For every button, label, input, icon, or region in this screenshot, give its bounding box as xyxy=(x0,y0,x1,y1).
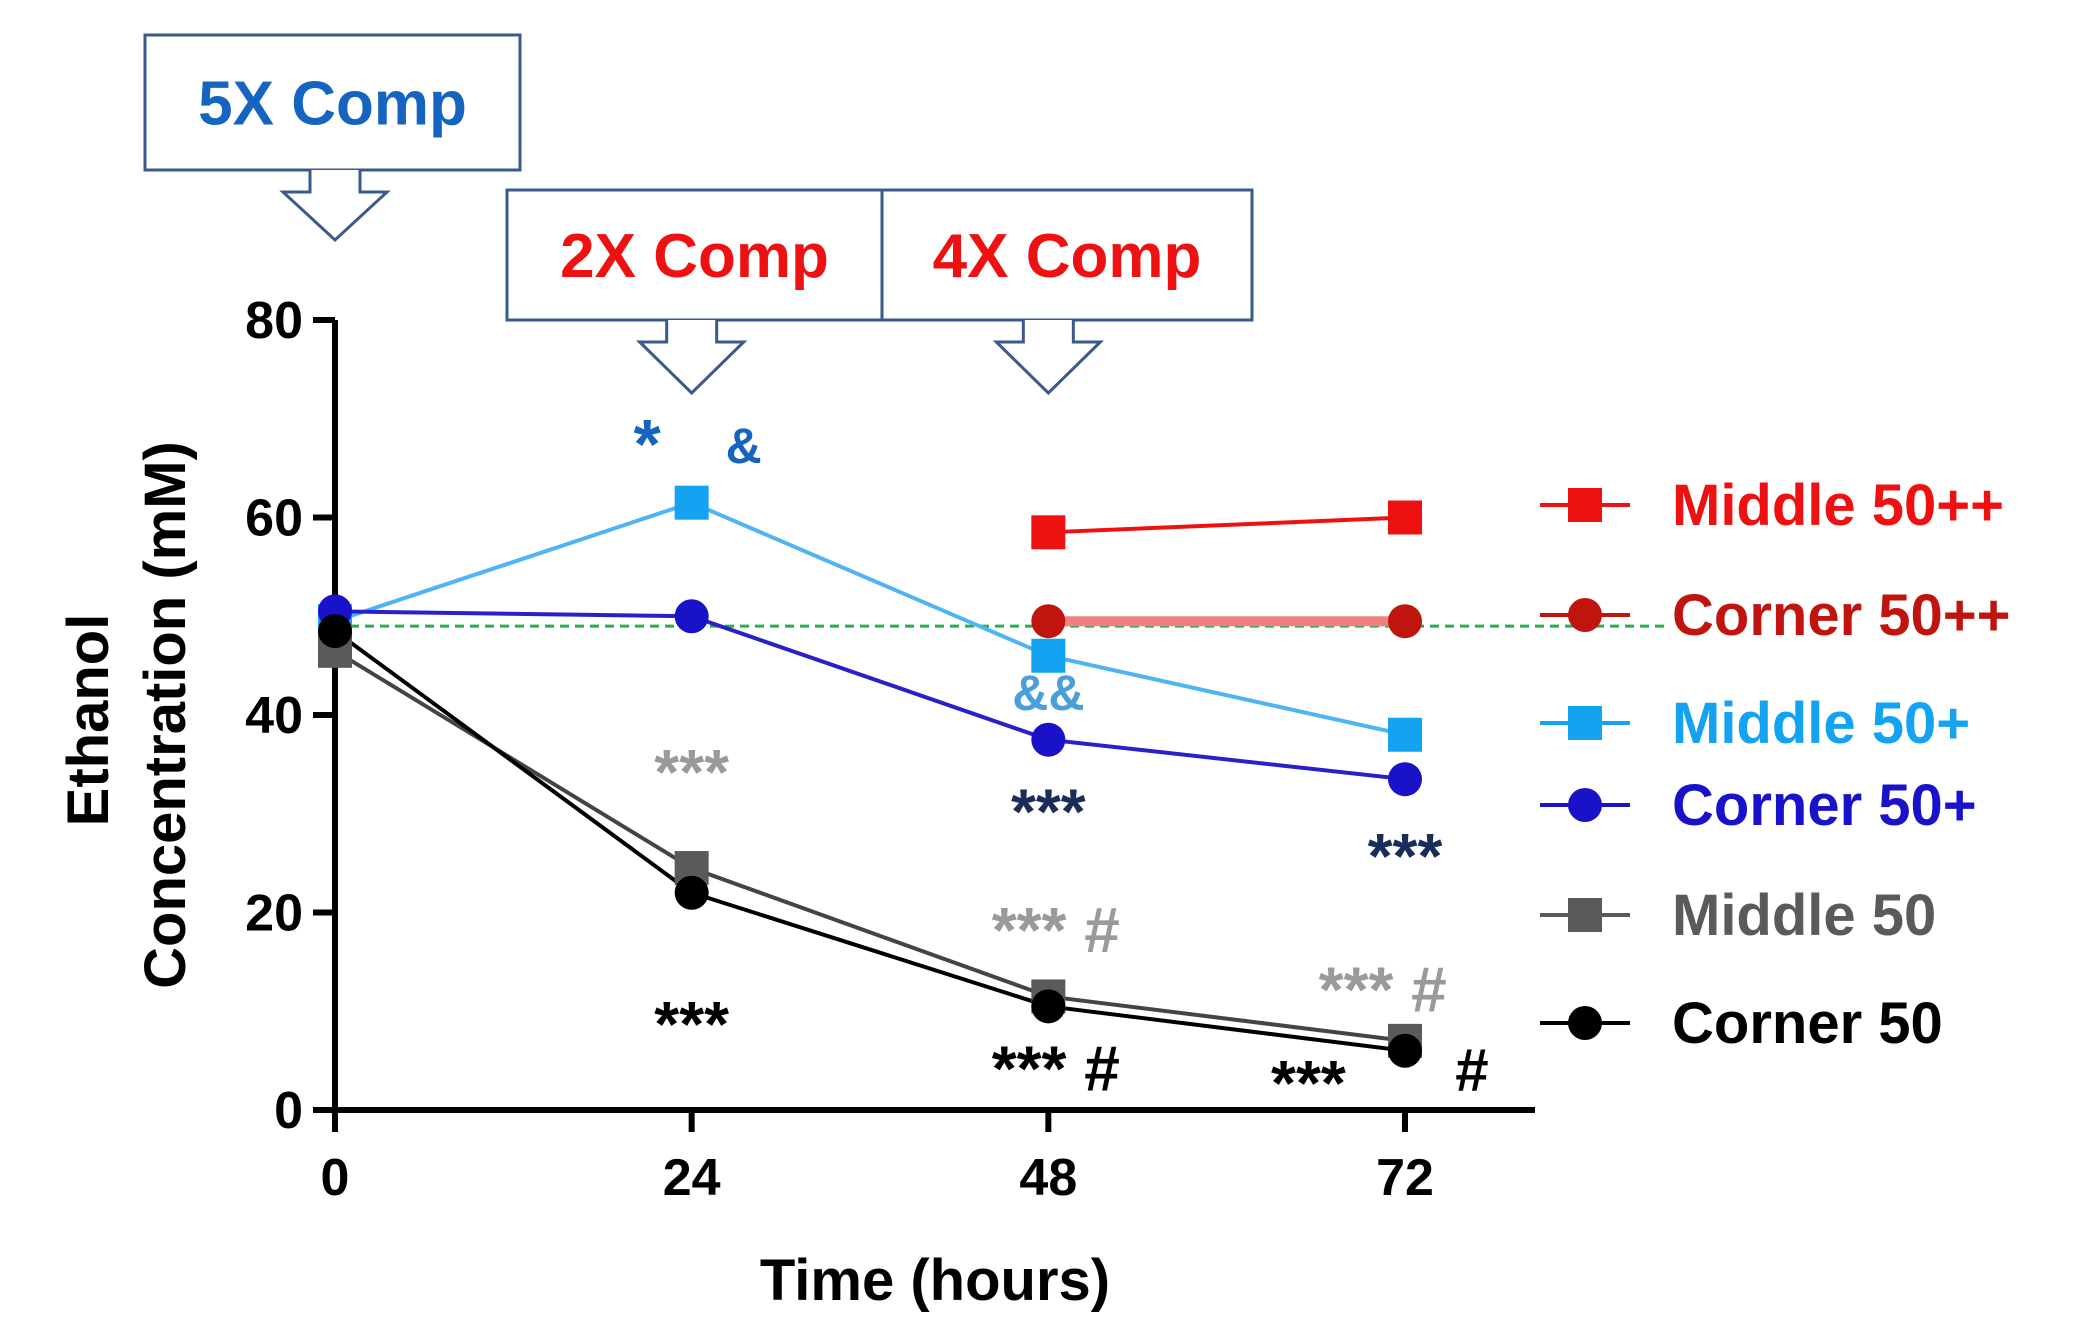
data-point xyxy=(1388,500,1422,535)
axis-titles-group: Time (hours) Ethanol Concentration (mM) xyxy=(56,441,1110,1313)
data-point xyxy=(1031,638,1066,673)
data-point xyxy=(1031,604,1066,639)
series-line-2 xyxy=(334,500,1406,737)
dosing-arrow xyxy=(992,320,1105,396)
legend-marker xyxy=(1568,488,1602,522)
significance-annotation: *** xyxy=(654,988,729,1060)
legend-label: Middle 50 xyxy=(1672,883,1936,948)
data-point xyxy=(1388,717,1422,752)
x-tick-label: 72 xyxy=(1376,1149,1434,1207)
significance-annotation: *** # xyxy=(1319,953,1447,1025)
legend-marker xyxy=(1568,598,1602,632)
data-point xyxy=(1031,515,1066,550)
legend-label: Corner 50+ xyxy=(1672,773,1977,838)
y-tick-label: 0 xyxy=(274,1082,303,1140)
significance-annotation: && xyxy=(1012,665,1084,721)
legend-marker xyxy=(1568,706,1602,740)
series-markers-group xyxy=(318,485,1422,1068)
x-tick-label: 24 xyxy=(663,1149,721,1207)
x-axis-title: Time (hours) xyxy=(760,1248,1110,1313)
data-point xyxy=(1388,762,1422,797)
significance-annotation: *** xyxy=(654,736,729,808)
series-line-3 xyxy=(334,609,1406,782)
data-point xyxy=(1031,989,1066,1024)
x-tick-label: 0 xyxy=(321,1149,350,1207)
legend-label: Middle 50+ xyxy=(1672,691,1970,756)
y-tick-label: 20 xyxy=(245,885,303,943)
significance-annotation: *** xyxy=(1271,1047,1346,1119)
data-point xyxy=(1388,604,1422,639)
significance-annotation: *** # xyxy=(992,1032,1120,1104)
dosing-box xyxy=(505,188,884,322)
dosing-boxes-group: 5X Comp 2X Comp 4X Comp xyxy=(143,33,1254,396)
dosing-box-label: 2X Comp xyxy=(560,222,829,291)
x-tick-label: 48 xyxy=(1019,1149,1077,1207)
y-tick-label: 40 xyxy=(245,687,303,745)
data-point xyxy=(318,614,352,649)
significance-annotation: # xyxy=(1455,1036,1488,1103)
legend-marker xyxy=(1568,898,1602,932)
axes-group: 0 20 40 60 80 0 24 48 72 xyxy=(245,292,1535,1207)
dosing-arrow xyxy=(279,170,391,243)
significance-annotation: *** xyxy=(1368,820,1443,892)
series-line-4 xyxy=(333,649,1406,1043)
data-point xyxy=(674,875,709,910)
legend-label: Middle 50++ xyxy=(1672,473,2004,538)
significance-annotation: *** # xyxy=(992,894,1120,966)
legend-label: Corner 50++ xyxy=(1672,583,2011,648)
dosing-box-label: 5X Comp xyxy=(198,70,467,139)
y-axis-title-line2: Concentration (mM) xyxy=(133,441,198,989)
legend-marker xyxy=(1568,788,1602,822)
legend-group: Middle 50++ Corner 50++ Middle 50+ Corner 5… xyxy=(1540,473,2011,1056)
dosing-box xyxy=(143,33,522,172)
series-line-0 xyxy=(1048,515,1406,535)
y-axis-title-line1: Ethanol xyxy=(56,614,121,827)
y-tick-label: 60 xyxy=(245,490,303,548)
data-point xyxy=(1388,1033,1422,1068)
data-point xyxy=(674,599,709,634)
data-point xyxy=(674,485,709,520)
significance-annotation: * xyxy=(633,405,661,483)
dosing-box xyxy=(880,188,1254,322)
significance-annotation: *** xyxy=(1011,776,1086,848)
data-point xyxy=(1031,722,1066,757)
series-line-5 xyxy=(333,629,1406,1053)
legend-label: Corner 50 xyxy=(1672,991,1943,1056)
series-lines-group xyxy=(333,500,1406,1053)
dosing-arrow xyxy=(635,320,748,396)
legend-marker xyxy=(1568,1006,1602,1040)
y-tick-label: 80 xyxy=(245,292,303,350)
annotations-group: * &&&************ #*** #****** #*** # xyxy=(633,405,1488,1119)
dosing-box-label: 4X Comp xyxy=(933,222,1202,291)
significance-annotation: & xyxy=(726,418,762,474)
